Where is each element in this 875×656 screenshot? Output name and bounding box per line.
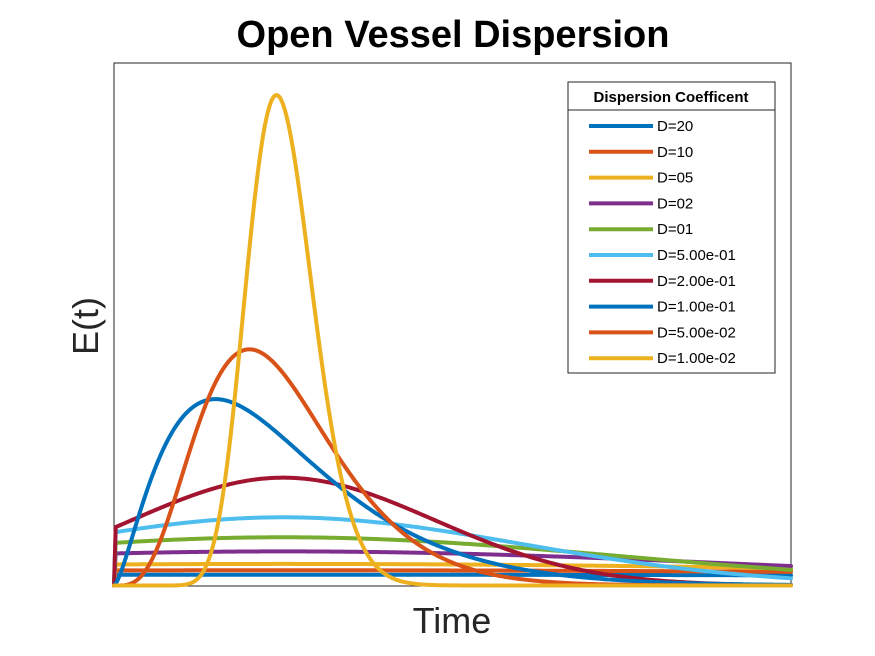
legend: Dispersion Coefficent D=20D=10D=05D=02D=…	[567, 81, 776, 374]
legend-label-5: D=01	[657, 221, 693, 238]
legend-label-10: D=1.00e-02	[657, 350, 736, 367]
series-line-10	[112, 93, 793, 588]
legend-label-4: D=02	[657, 195, 693, 212]
series-line-1	[112, 572, 793, 588]
legend-label-9: D=5.00e-02	[657, 324, 736, 341]
series-line-8	[112, 397, 793, 588]
y-axis-label: E(t)	[65, 297, 106, 355]
legend-label-7: D=2.00e-01	[657, 273, 736, 290]
legend-label-8: D=1.00e-01	[657, 299, 736, 316]
legend-label-6: D=5.00e-01	[657, 247, 736, 264]
series-line-6	[112, 515, 793, 588]
x-axis-label: Time	[413, 600, 492, 641]
legend-title: Dispersion Coefficent	[593, 89, 748, 106]
legend-label-1: D=20	[657, 118, 693, 135]
legend-label-2: D=10	[657, 144, 693, 161]
chart-title: Open Vessel Dispersion	[237, 14, 670, 56]
legend-label-3: D=05	[657, 170, 693, 187]
legend-items: D=20 D=10 D=05 D=02 D=01 D=5.00e-01 D=2.00e-01…	[589, 118, 736, 367]
series-layer	[112, 93, 793, 588]
series-line-5	[112, 535, 793, 588]
series-line-2	[112, 568, 793, 588]
